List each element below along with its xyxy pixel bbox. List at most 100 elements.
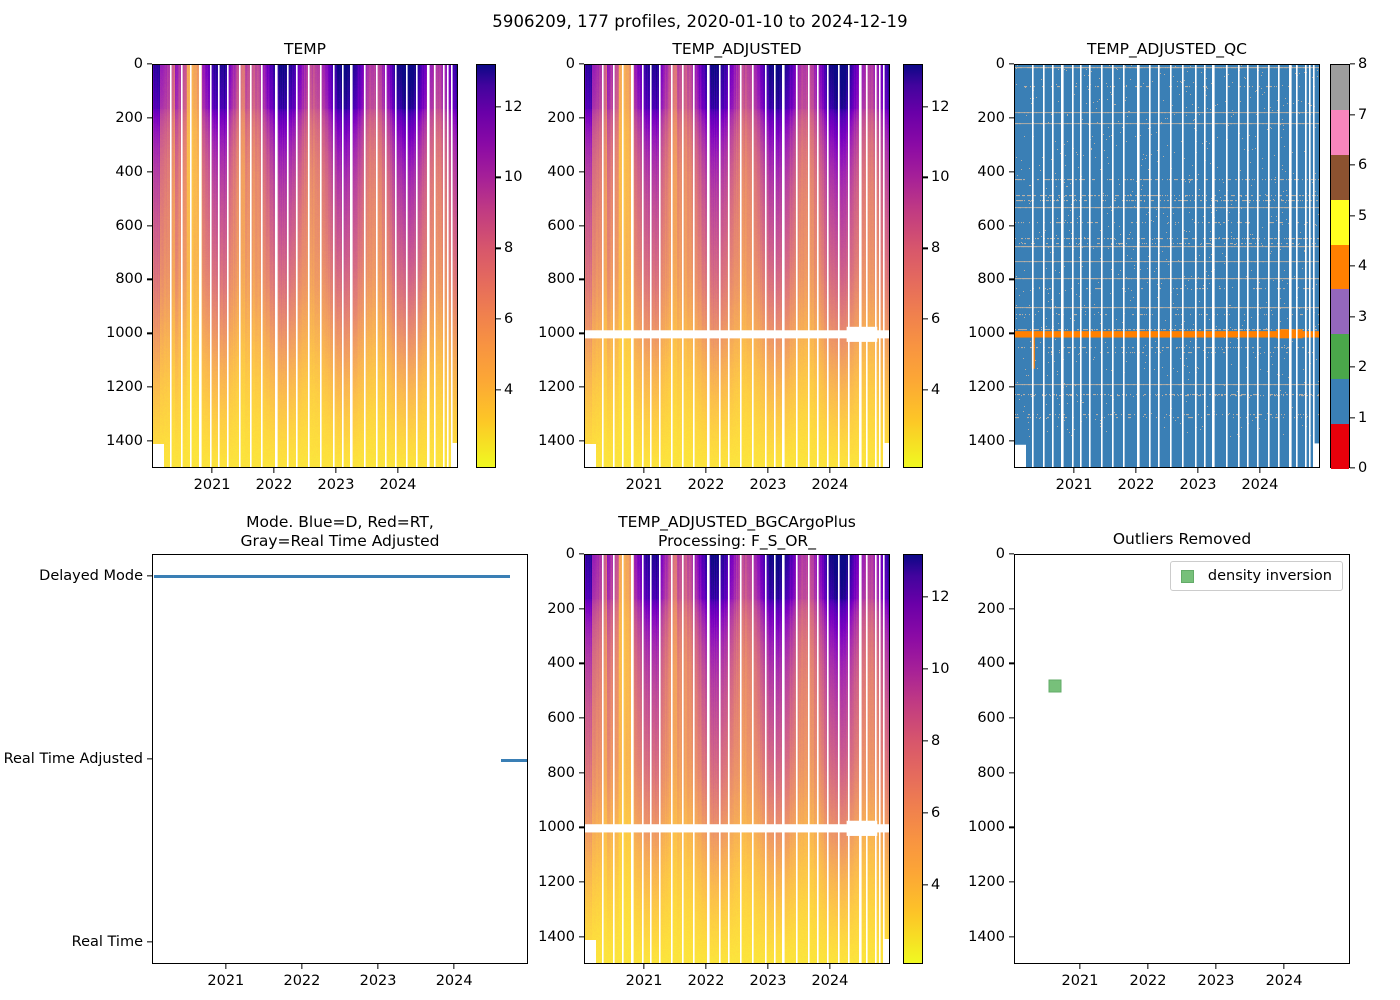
- y-tick-label: Real Time: [71, 934, 143, 951]
- colorbar-tick-label: 8: [931, 733, 941, 750]
- panel-temp-title: TEMP: [284, 40, 326, 58]
- colorbar-tick-label: 10: [504, 169, 523, 186]
- colorbar-tickmark: [496, 176, 501, 179]
- y-tick-label: 0: [995, 546, 1005, 562]
- colorbar-tickmark: [923, 596, 928, 598]
- x-tick-label: 2023: [1197, 973, 1235, 989]
- colorbar-tickmark: [923, 389, 928, 391]
- y-tickmark: [1009, 662, 1014, 664]
- y-tickmark: [579, 717, 584, 719]
- x-tickmark: [705, 964, 707, 969]
- panel-temp-adjusted-title: TEMP_ADJUSTED: [672, 40, 802, 58]
- qc-heatmap: [1015, 65, 1319, 467]
- x-tickmark: [705, 468, 707, 473]
- outlier-point-density-inversion[interactable]: [1048, 679, 1062, 693]
- colorbar-tickmark: [923, 740, 928, 742]
- panel-outliers-plot-area[interactable]: density inversion: [1014, 554, 1350, 964]
- y-tickmark: [1009, 772, 1014, 774]
- y-tickmark: [579, 63, 584, 65]
- panel-temp-adjusted-qc-plot-area[interactable]: [1014, 64, 1320, 468]
- colorbar-tickmark: [923, 247, 928, 249]
- panel-temp-adjusted-qc-title: TEMP_ADJUSTED_QC: [1087, 40, 1247, 58]
- colorbar-tick-label: 8: [504, 240, 514, 257]
- temp-adjusted-heatmap: [585, 65, 889, 467]
- x-tickmark: [767, 468, 769, 473]
- x-tickmark: [377, 964, 379, 969]
- qc-colorbar-segment-4: [1331, 244, 1349, 290]
- x-tickmark: [1073, 468, 1075, 473]
- colorbar-tick-label: 6: [931, 804, 941, 821]
- panel-mode-plot-area[interactable]: [152, 554, 528, 964]
- panel-mode-title-line2: Gray=Real Time Adjusted: [240, 532, 440, 550]
- x-tickmark: [1283, 964, 1285, 969]
- temp-heatmap: [153, 65, 457, 467]
- density-inversion-label: density inversion: [1207, 568, 1332, 584]
- y-tickmark: [579, 936, 584, 938]
- y-tick-label: 1400: [538, 928, 575, 945]
- y-tickmark: [147, 575, 152, 577]
- y-tick-label: 800: [977, 764, 1005, 781]
- panel-bgcargoplus-plot-area[interactable]: [584, 554, 890, 964]
- y-tick-label: 600: [977, 217, 1005, 234]
- y-tick-label: 1200: [968, 874, 1005, 890]
- outliers-legend[interactable]: density inversion: [1169, 561, 1343, 591]
- panel-temp-plot-area[interactable]: [152, 64, 458, 468]
- y-tickmark: [147, 758, 152, 760]
- y-tick-label: 400: [115, 163, 143, 180]
- y-tick-label: 1200: [968, 379, 1005, 396]
- colorbar-tick-label: 10: [931, 169, 950, 186]
- y-tick-label: 1200: [538, 379, 575, 396]
- y-tick-label: 0: [995, 56, 1005, 72]
- colorbar-tickmark: [923, 105, 928, 108]
- qc-colorbar-segment-0: [1331, 424, 1349, 469]
- y-tick-label: 400: [977, 163, 1005, 180]
- colorbar-tickmark: [496, 389, 501, 391]
- qc-colorbar-segment-8: [1331, 65, 1349, 110]
- panel-bgcargoplus-title-line2: Processing: F_S_OR_: [658, 532, 816, 550]
- colorbar-tickmark: [923, 318, 928, 320]
- x-tick-label: 2022: [687, 477, 725, 493]
- y-tickmark: [579, 171, 584, 173]
- colorbar-tick-label: 4: [931, 382, 941, 399]
- y-tickmark: [1009, 717, 1014, 719]
- y-tickmark: [1009, 224, 1014, 227]
- colorbar-tick-label: 4: [931, 876, 941, 893]
- y-tickmark: [147, 332, 152, 334]
- x-tickmark: [211, 468, 213, 473]
- panel-temp-adjusted-plot-area[interactable]: [584, 64, 890, 468]
- y-tickmark: [1009, 608, 1014, 610]
- y-tick-label: 1000: [538, 819, 575, 836]
- y-tick-label: 400: [977, 655, 1005, 672]
- colorbar-tickmark: [923, 668, 928, 670]
- y-tick-label: 400: [547, 655, 575, 672]
- qc-colorbar: [1330, 64, 1350, 469]
- qc-colorbar-segment-6: [1331, 154, 1349, 200]
- colorbar-tick-label: 1: [1358, 409, 1368, 426]
- x-tick-label: 2022: [1129, 973, 1167, 989]
- y-tickmark: [579, 386, 584, 388]
- qc-colorbar-segment-7: [1331, 109, 1349, 155]
- x-tick-label: 2021: [1061, 973, 1099, 989]
- y-tick-label: 600: [547, 710, 575, 726]
- x-tick-label: 2022: [255, 477, 293, 493]
- colorbar-tick-label: 8: [931, 240, 941, 257]
- y-tick-label: 1400: [968, 433, 1005, 450]
- x-tick-label: 2021: [625, 477, 663, 493]
- colorbar-tick-label: 6: [1358, 157, 1368, 173]
- x-tickmark: [1259, 468, 1261, 473]
- colorbar-tick-label: 10: [931, 661, 950, 678]
- y-tick-label: 1000: [106, 325, 143, 342]
- y-tickmark: [579, 553, 584, 555]
- density-inversion-swatch: [1180, 569, 1194, 583]
- y-tickmark: [579, 772, 584, 774]
- y-tickmark: [579, 881, 584, 883]
- y-tickmark: [1009, 386, 1014, 388]
- x-tick-label: 2024: [1241, 477, 1279, 493]
- y-tick-label: 0: [565, 546, 575, 562]
- x-tick-label: 2022: [1117, 477, 1155, 493]
- y-tick-label: 800: [977, 271, 1005, 288]
- y-tick-label: 400: [547, 163, 575, 180]
- y-tickmark: [147, 941, 152, 943]
- y-tickmark: [579, 440, 584, 442]
